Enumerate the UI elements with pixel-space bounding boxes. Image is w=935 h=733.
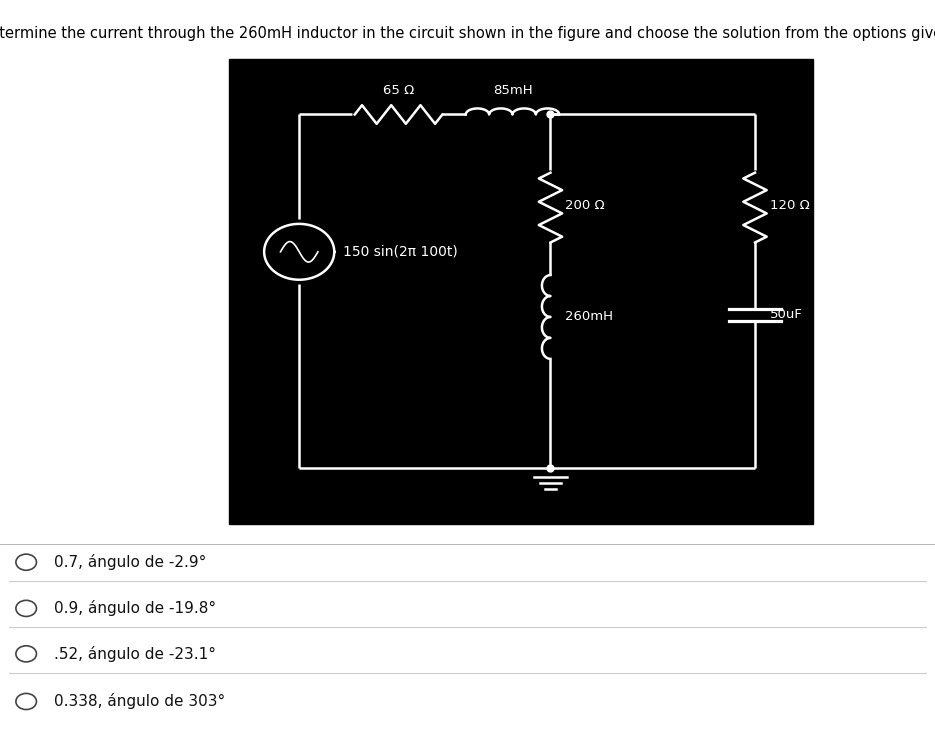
Text: 200 Ω: 200 Ω — [565, 199, 605, 212]
Text: 0.9, ángulo de -19.8°: 0.9, ángulo de -19.8° — [54, 600, 216, 616]
Text: 150 sin(2π 100t): 150 sin(2π 100t) — [343, 245, 458, 259]
FancyBboxPatch shape — [229, 59, 813, 524]
Text: 0.338, ángulo de 303°: 0.338, ángulo de 303° — [54, 693, 225, 710]
Text: 65 Ω: 65 Ω — [383, 84, 414, 97]
Text: 50uF: 50uF — [770, 308, 802, 321]
Text: 0.7, ángulo de -2.9°: 0.7, ángulo de -2.9° — [54, 554, 207, 570]
Text: .52, ángulo de -23.1°: .52, ángulo de -23.1° — [54, 646, 216, 662]
Text: 260mH: 260mH — [565, 311, 613, 323]
Text: 120 Ω: 120 Ω — [770, 199, 810, 212]
Text: Determine the current through the 260mH inductor in the circuit shown in the fig: Determine the current through the 260mH … — [0, 26, 935, 40]
Text: 85mH: 85mH — [493, 84, 532, 97]
